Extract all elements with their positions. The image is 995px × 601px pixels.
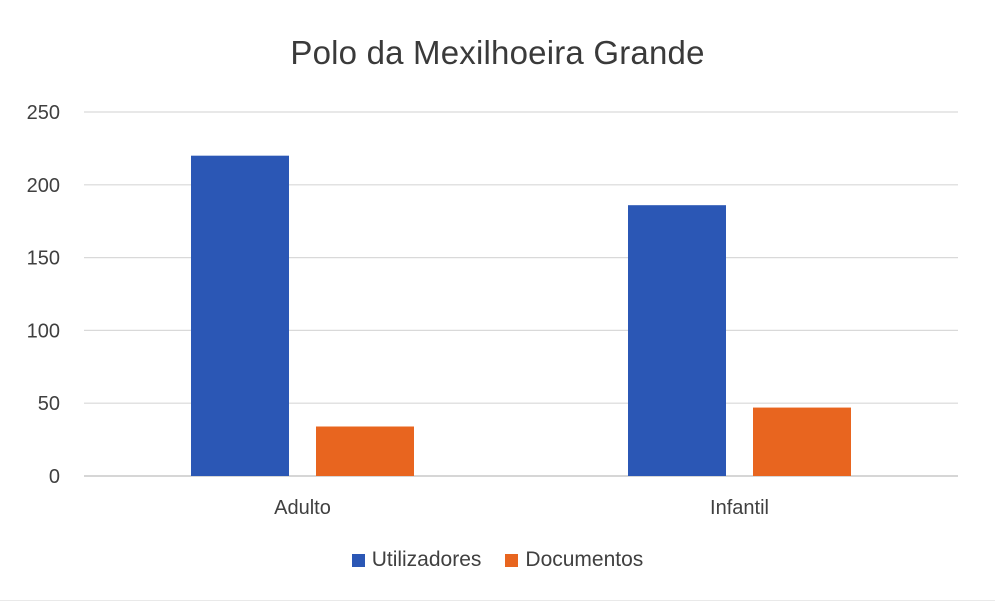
legend-swatch-documentos [505, 553, 519, 567]
y-tick-label: 150 [27, 248, 60, 270]
legend: Utilizadores Documentos [0, 548, 995, 572]
bar-utilizadores-infantil [628, 205, 726, 476]
bar-utilizadores-adulto [191, 155, 289, 476]
y-tick-label: 100 [27, 320, 60, 342]
x-tick-label: Adulto [274, 497, 331, 519]
legend-item-utilizadores: Utilizadores [351, 548, 482, 572]
y-tick-label: 50 [38, 393, 60, 415]
bars [191, 155, 851, 476]
bar-documentos-infantil [753, 407, 851, 476]
legend-label-documentos: Documentos [525, 548, 644, 571]
legend-swatch-utilizadores [351, 553, 365, 567]
legend-label-utilizadores: Utilizadores [371, 548, 482, 571]
y-tick-label: 0 [49, 466, 60, 488]
chart-title: Polo da Mexilhoeira Grande [290, 34, 705, 71]
y-tick-label: 250 [27, 102, 60, 124]
x-tick-labels: Adulto Infantil [274, 497, 769, 519]
y-tick-labels: 0 50 100 150 200 250 [27, 102, 60, 488]
legend-item-documentos: Documentos [505, 548, 643, 572]
y-tick-label: 200 [27, 175, 60, 197]
bar-documentos-adulto [316, 426, 414, 476]
x-tick-label: Infantil [710, 497, 769, 519]
